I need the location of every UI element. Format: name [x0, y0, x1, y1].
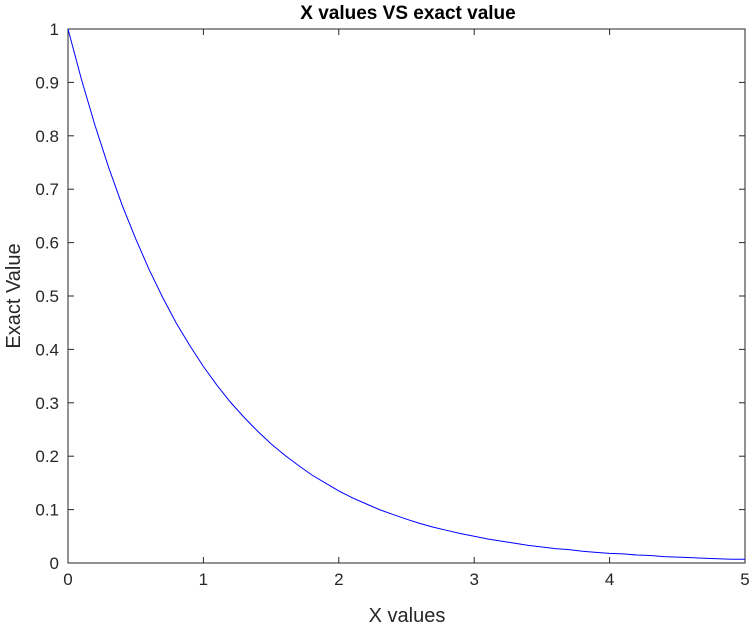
y-tick-label: 0.6: [35, 234, 59, 253]
axis-ticks: 0 1 2 3 4 5 0 0.1 0.2 0.3 0.4 0.5 0.6 0.7 0.8 0.9 1: [35, 20, 749, 589]
y-tick-label: 0.7: [35, 180, 59, 199]
y-tick-label: 0.5: [35, 287, 59, 306]
x-tick-label: 2: [334, 570, 343, 589]
y-tick-label: 0.9: [35, 73, 59, 92]
y-tick-label: 0: [50, 554, 59, 573]
x-axis-label: X values: [369, 605, 446, 626]
y-tick-label: 0.2: [35, 447, 59, 466]
x-tick-label: 1: [199, 570, 208, 589]
y-tick-label: 0.8: [35, 127, 59, 146]
x-tick-label: 3: [469, 570, 478, 589]
y-axis-label: Exact Value: [3, 243, 25, 348]
x-tick-label: 5: [740, 570, 749, 589]
y-tick-label: 1: [50, 20, 59, 39]
y-tick-label: 0.4: [35, 340, 59, 359]
series-line: [67, 28, 745, 560]
chart-title: X values VS exact value: [300, 3, 515, 24]
y-tick-label: 0.1: [35, 501, 59, 520]
x-tick-label: 0: [63, 570, 72, 589]
x-tick-label: 4: [605, 570, 614, 589]
plot-area: [67, 28, 746, 564]
y-tick-label: 0.3: [35, 394, 59, 413]
